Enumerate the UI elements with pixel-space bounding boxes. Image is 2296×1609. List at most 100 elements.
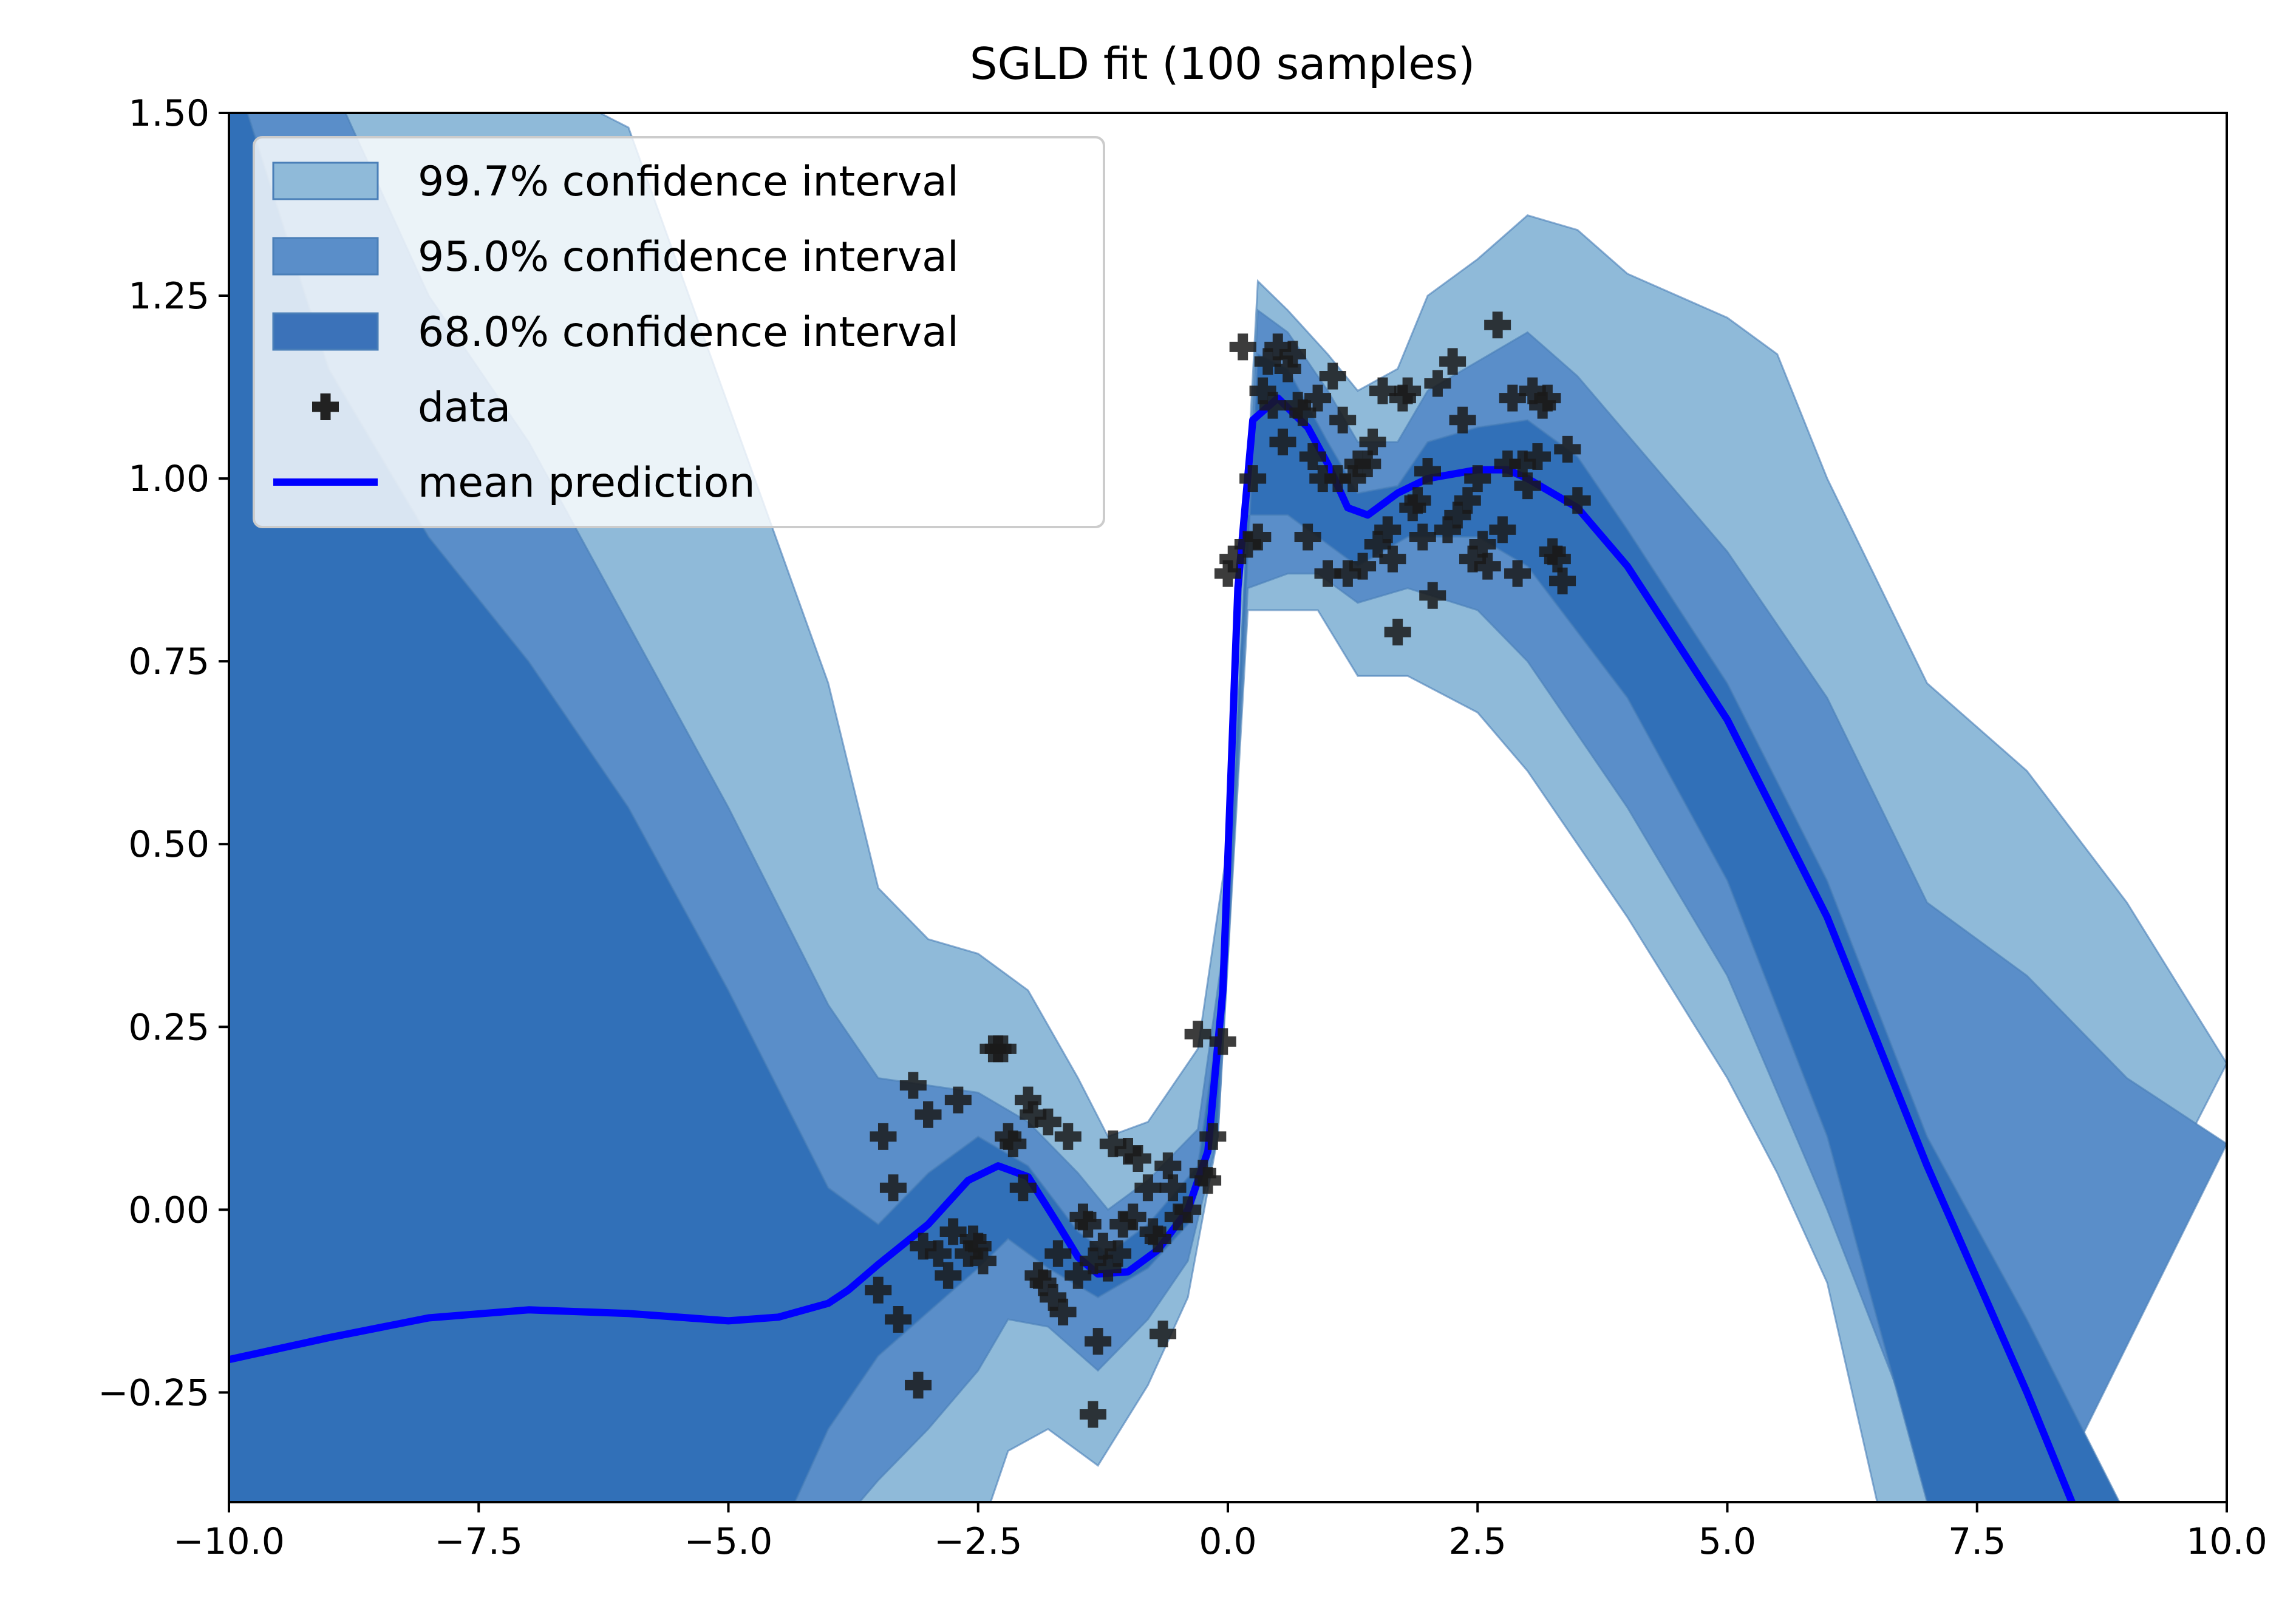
data-point	[1489, 516, 1516, 543]
data-point	[989, 1035, 1017, 1063]
data-point	[1379, 545, 1406, 573]
data-point	[1144, 1225, 1171, 1253]
data-point	[1549, 567, 1576, 594]
data-point	[1364, 531, 1391, 558]
data-point	[915, 1101, 942, 1128]
data-point	[1404, 487, 1431, 514]
data-point	[1020, 1101, 1047, 1128]
data-point	[1040, 1284, 1067, 1311]
data-point	[1065, 1262, 1092, 1289]
data-point	[1349, 553, 1377, 580]
data-point	[1444, 502, 1471, 529]
data-point	[1424, 370, 1451, 397]
data-point	[1219, 545, 1247, 573]
data-point	[1259, 392, 1287, 419]
data-point	[1159, 1174, 1187, 1202]
data-point	[879, 1174, 907, 1202]
x-tick-label: 7.5	[1948, 1520, 2006, 1563]
y-tick-label: 0.00	[128, 1189, 210, 1231]
data-point	[1369, 377, 1396, 404]
legend: 99.7% confidence interval 95.0% confidenc…	[253, 136, 1105, 528]
data-point	[1279, 341, 1306, 368]
data-point	[1514, 472, 1541, 500]
data-point	[935, 1262, 962, 1289]
data-point	[1384, 618, 1411, 645]
data-point	[1044, 1240, 1072, 1267]
data-point	[1484, 311, 1511, 339]
data-point	[1419, 582, 1446, 609]
y-tick-label: 1.50	[128, 92, 210, 135]
data-point	[1034, 1108, 1061, 1135]
band-2	[229, 113, 2121, 1502]
data-point	[1029, 1269, 1057, 1296]
data-point	[1564, 487, 1591, 514]
data-point	[939, 1218, 967, 1245]
x-axis: −10.0 −7.5 −5.0 −2.5 0.0 2.5 5.0 7.5 10.0	[173, 1502, 2267, 1563]
data-point	[1244, 523, 1272, 551]
data-point	[1319, 362, 1346, 390]
data-point	[969, 1247, 996, 1274]
data-point	[1134, 1174, 1162, 1202]
legend-label: 99.7% confidence interval	[418, 158, 959, 206]
data-point	[1194, 1167, 1222, 1194]
data-point	[1334, 560, 1361, 587]
y-tick-label: −0.25	[98, 1372, 210, 1414]
data-point	[1199, 1123, 1227, 1150]
x-tick-label: −5.0	[684, 1520, 773, 1563]
data-points	[865, 311, 1591, 1428]
data-point	[885, 1305, 912, 1333]
legend-box	[253, 136, 1105, 528]
x-tick-label: −7.5	[434, 1520, 523, 1563]
data-point	[1359, 428, 1386, 455]
legend-label: 68.0% confidence interval	[418, 308, 959, 356]
data-point	[924, 1240, 952, 1267]
data-point	[1409, 523, 1436, 551]
data-point	[1054, 1123, 1082, 1150]
x-tick-label: 0.0	[1199, 1520, 1256, 1563]
x-tick-label: 2.5	[1449, 1520, 1507, 1563]
data-point	[1105, 1240, 1132, 1267]
data-point	[1049, 1298, 1077, 1325]
data-point	[1304, 384, 1332, 412]
data-point	[1299, 443, 1326, 470]
data-point	[1519, 377, 1546, 404]
data-point	[1174, 1196, 1202, 1223]
data-point	[1150, 1321, 1177, 1348]
y-tick-label: 0.25	[128, 1006, 210, 1049]
data-point	[1499, 384, 1526, 412]
data-point	[1264, 333, 1292, 361]
y-tick-label: 0.75	[128, 641, 210, 683]
data-point	[1524, 443, 1551, 470]
data-point	[1434, 516, 1461, 543]
legend-label: mean prediction	[418, 459, 755, 507]
data-point	[905, 1372, 932, 1399]
data-point	[1074, 1211, 1102, 1238]
data-point	[1474, 553, 1501, 580]
data-point	[1099, 1130, 1126, 1157]
data-point	[1374, 516, 1402, 543]
data-point	[1504, 560, 1531, 587]
y-axis: −0.25 0.00 0.25 0.50 0.75 1.00 1.25 1.50	[98, 92, 229, 1414]
data-point	[1079, 1247, 1106, 1274]
data-point	[1079, 1401, 1106, 1428]
mean-prediction-line	[229, 394, 2076, 1502]
data-point	[1464, 465, 1491, 492]
data-point	[1094, 1254, 1122, 1282]
y-tick-label: 0.50	[128, 823, 210, 866]
legend-marker	[312, 393, 339, 420]
legend-swatch	[272, 237, 379, 276]
data-point	[944, 1086, 972, 1114]
legend-label: 95.0% confidence interval	[418, 233, 959, 281]
chart-title: SGLD fit (100 samples)	[970, 38, 1475, 89]
data-point	[1184, 1021, 1211, 1048]
data-point	[1459, 545, 1487, 573]
data-point	[1239, 465, 1267, 492]
data-point	[1449, 406, 1476, 434]
data-point	[910, 1233, 937, 1260]
data-point	[1329, 406, 1357, 434]
data-point	[1289, 399, 1317, 426]
data-point	[1209, 1028, 1236, 1055]
data-point	[1124, 1145, 1151, 1172]
data-point	[899, 1072, 927, 1099]
